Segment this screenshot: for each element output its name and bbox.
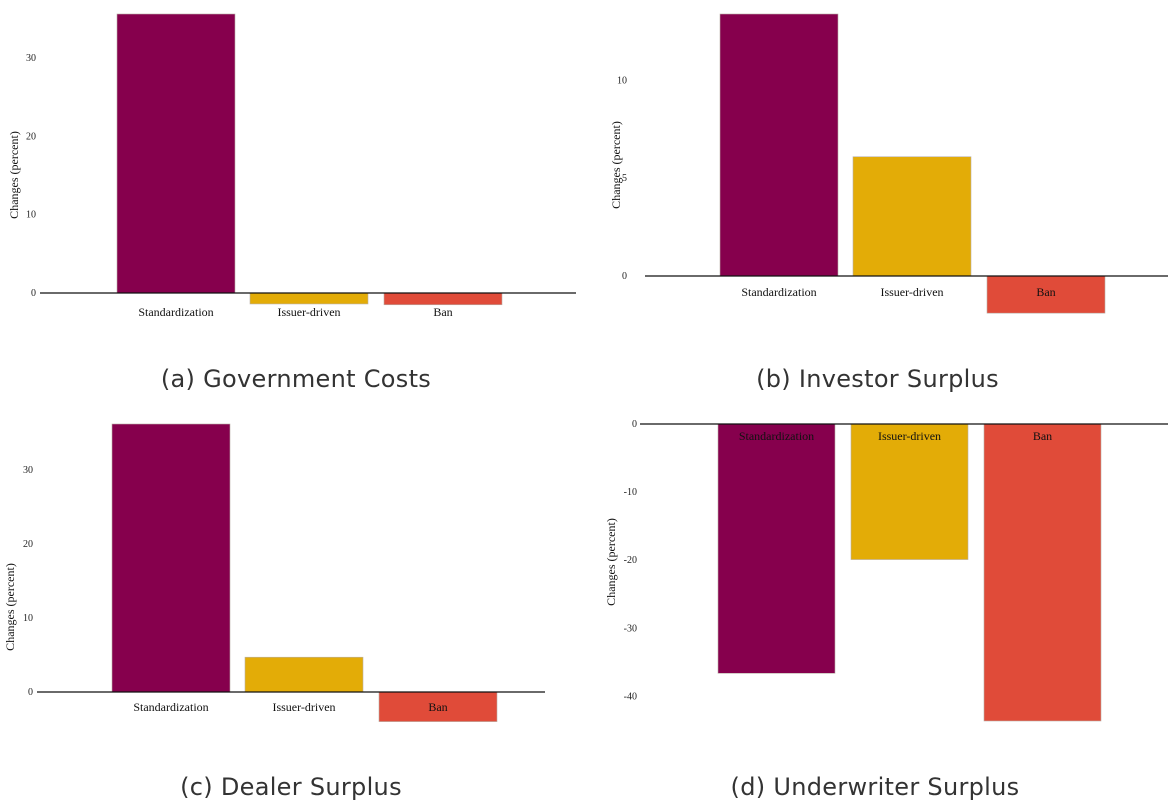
chart-dealer-surplus: 0 10 20 30 Changes (percent) Standardization I… [3, 423, 545, 722]
y-tick-label: 10 [617, 75, 627, 86]
y-axis-label: Changes (percent) [604, 518, 618, 606]
category-label: Standardization [133, 700, 208, 714]
bar-issuer-driven [244, 656, 364, 693]
caption-investor-surplus: (b) Investor Surplus [756, 365, 999, 393]
y-tick-label: 20 [26, 131, 36, 142]
category-label: Issuer-driven [880, 285, 943, 299]
y-axis-label: Changes (percent) [7, 131, 21, 219]
y-tick-label: -30 [624, 623, 637, 634]
y-axis-label: Changes (percent) [3, 563, 17, 651]
y-tick-label: 0 [28, 687, 33, 698]
y-axis-label: Changes (percent) [609, 121, 623, 209]
panel-investor-surplus: 0 5 10 Changes (percent) Standardization Issu… [585, 0, 1170, 402]
y-tick-label: 10 [23, 613, 33, 624]
bar-ban [378, 691, 498, 722]
panel-government-costs: 0 10 20 30 Changes (percent) Standardization I… [0, 0, 585, 402]
bar-standardization [719, 13, 839, 277]
category-label: Issuer-driven [878, 429, 941, 443]
bar-issuer-driven [852, 156, 972, 277]
y-tick-label: -10 [624, 487, 637, 498]
category-label: Ban [1036, 285, 1055, 299]
y-tick-label: 0 [632, 419, 637, 430]
y-tick-label: 0 [31, 288, 36, 299]
category-label: Standardization [741, 285, 816, 299]
chart-investor-surplus: 0 5 10 Changes (percent) Standardization Issu… [609, 13, 1168, 314]
bar-ban [983, 423, 1102, 722]
y-tick-label: 10 [26, 210, 36, 221]
category-label: Issuer-driven [272, 700, 335, 714]
bar-ban [383, 292, 503, 306]
y-tick-label: -20 [624, 555, 637, 566]
category-label: Ban [433, 305, 452, 319]
chart-underwriter-surplus: 0 -10 -20 -30 -40 Changes (percent) Standardiz… [604, 419, 1168, 722]
bar-standardization [116, 13, 236, 294]
category-label: Issuer-driven [277, 305, 340, 319]
chart-government-costs: 0 10 20 30 Changes (percent) Standardization I… [7, 13, 576, 319]
category-label: Standardization [739, 429, 814, 443]
bar-standardization [717, 423, 836, 674]
y-tick-label: 20 [23, 539, 33, 550]
bar-issuer-driven [850, 423, 969, 560]
y-tick-label: 30 [26, 53, 36, 64]
bar-ban [986, 275, 1106, 314]
category-label: Standardization [138, 305, 213, 319]
y-tick-label: 30 [23, 465, 33, 476]
caption-underwriter-surplus: (d) Underwriter Surplus [730, 773, 1020, 801]
y-tick-label: 5 [622, 173, 627, 184]
category-label: Ban [428, 700, 447, 714]
bar-issuer-driven [249, 292, 369, 305]
panel-underwriter-surplus: 0 -10 -20 -30 -40 Changes (percent) Standardiz… [585, 402, 1170, 804]
category-label: Ban [1033, 429, 1052, 443]
y-tick-label: 0 [622, 271, 627, 282]
bar-standardization [111, 423, 231, 693]
caption-government-costs: (a) Government Costs [160, 365, 432, 393]
y-tick-label: -40 [624, 691, 637, 702]
panel-dealer-surplus: 0 10 20 30 Changes (percent) Standardization I… [0, 402, 585, 804]
caption-dealer-surplus: (c) Dealer Surplus [180, 773, 402, 801]
